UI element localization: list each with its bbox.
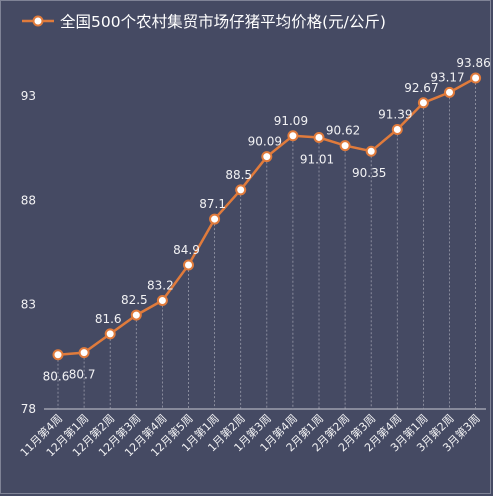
data-point [417,97,429,109]
data-label: 92.67 [404,81,438,95]
y-tick-label: 93 [21,89,36,103]
data-label: 84.9 [173,243,200,257]
data-points [52,72,482,361]
data-point [470,72,482,84]
data-point [104,328,116,340]
drop-lines [57,82,477,409]
data-label: 93.86 [456,56,490,70]
data-label: 83.2 [147,278,174,292]
y-tick-label: 83 [21,298,36,312]
data-label: 90.35 [352,166,386,180]
data-point [156,294,168,306]
y-tick-label: 88 [21,193,36,207]
data-label: 90.62 [326,124,360,138]
data-label: 80.6 [43,370,70,384]
data-point [391,124,403,136]
data-point [287,130,299,142]
data-label: 91.09 [274,114,308,128]
data-point [339,140,351,152]
x-axis: 11月第4周12月第1周12月第2周12月第3周12月第4周12月第5周1月第1… [17,408,486,459]
data-point [235,184,247,196]
data-point [209,213,221,225]
data-labels: 80.6 80.7 81.6 82.583.2 84.9 87.1 88.5 90.09 91.… [43,56,491,384]
data-label: 81.6 [95,312,122,326]
data-label: 93.17 [430,70,464,84]
y-tick-label: 78 [21,402,36,416]
legend-label: 全国500个农村集贸市场仔猪平均价格(元/公斤) [60,13,386,31]
data-label: 87.1 [199,197,226,211]
legend-marker-swatch [32,15,44,27]
data-point [261,151,273,163]
y-axis: 78 83 88 93 [21,89,36,416]
data-label: 80.7 [69,368,96,382]
data-point [365,145,377,157]
data-point [78,347,90,359]
data-label: 91.01 [300,152,334,166]
data-point [183,259,194,271]
data-label: 88.5 [225,168,252,182]
legend: 全国500个农村集贸市场仔猪平均价格(元/公斤) [22,13,386,31]
data-point [130,309,142,321]
data-point [444,86,455,98]
data-point [52,349,64,361]
data-point [313,131,325,143]
data-label: 82.5 [121,293,148,307]
data-label: 90.09 [248,135,282,149]
data-label: 91.39 [378,108,412,122]
